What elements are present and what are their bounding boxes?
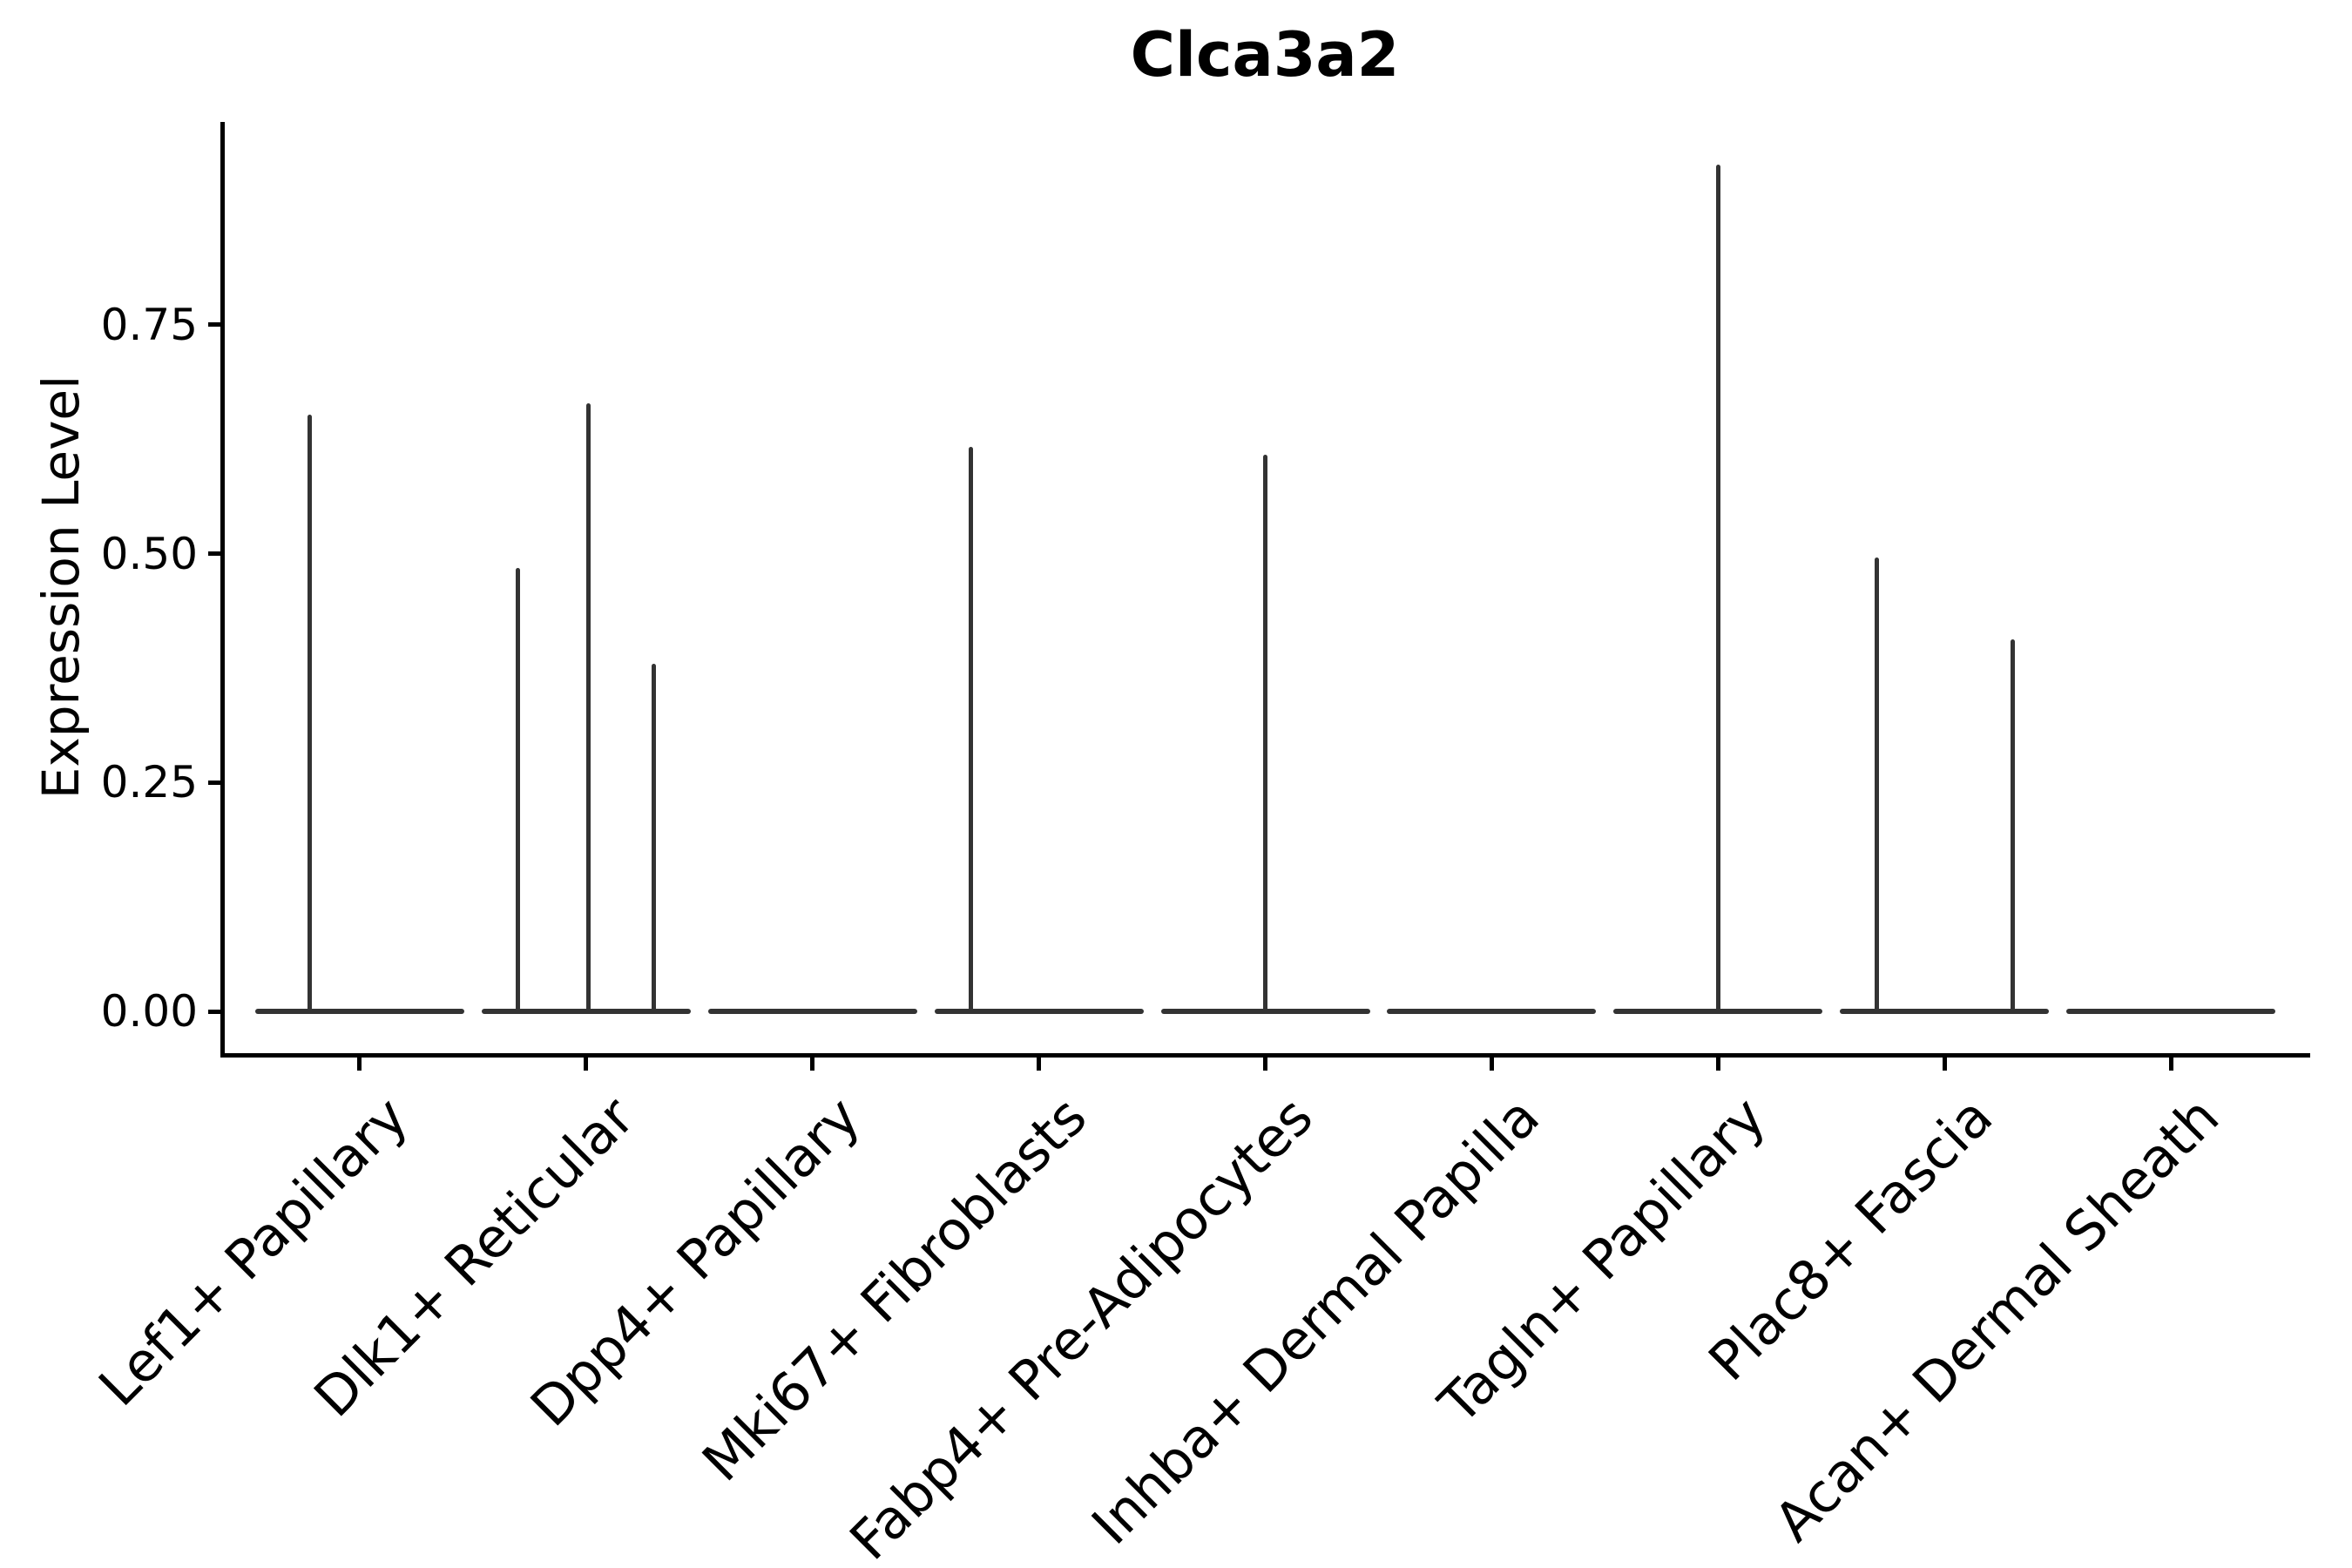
violin-spike — [969, 446, 974, 1014]
x-tick-label: Inhba+ Dermal Papilla — [1079, 1085, 1552, 1557]
x-tick-mark — [584, 1058, 589, 1071]
x-tick-mark — [1489, 1058, 1494, 1071]
violin-spike — [585, 403, 591, 1014]
x-tick-label: Mki67+ Fibroblasts — [690, 1085, 1099, 1494]
violin-spike — [516, 568, 521, 1014]
violin-spike — [1715, 165, 1720, 1014]
violin-spike — [1874, 557, 1879, 1014]
violin-baseline — [1840, 1009, 2050, 1014]
y-tick-mark — [208, 551, 220, 557]
y-axis-spine — [220, 122, 225, 1058]
x-tick-mark — [810, 1058, 815, 1071]
chart-title: Clca3a2 — [1130, 19, 1400, 91]
violin-baseline — [934, 1009, 1144, 1014]
x-tick-mark — [2168, 1058, 2173, 1071]
y-tick-mark — [208, 780, 220, 785]
x-tick-mark — [1942, 1058, 1947, 1071]
y-tick-label: 0.25 — [100, 757, 198, 808]
violin-baseline — [254, 1009, 464, 1014]
violin-baseline — [707, 1009, 917, 1014]
x-tick-mark — [357, 1058, 362, 1071]
y-tick-label: 0.00 — [100, 986, 198, 1037]
y-tick-label: 0.50 — [100, 528, 198, 579]
y-tick-mark — [208, 322, 220, 328]
y-tick-label: 0.75 — [100, 299, 198, 350]
y-tick-mark — [208, 1009, 220, 1014]
violin-baseline — [1387, 1009, 1597, 1014]
x-tick-label: Fabp4+ Pre-Adipocytes — [837, 1085, 1326, 1568]
violin-spike — [652, 663, 657, 1014]
x-tick-label: Acan+ Dermal Sheath — [1761, 1085, 2231, 1554]
violin-baseline — [481, 1009, 691, 1014]
violin-baseline — [2066, 1009, 2276, 1014]
x-tick-mark — [1037, 1058, 1042, 1071]
x-tick-mark — [1715, 1058, 1720, 1071]
violin-spike — [308, 414, 313, 1014]
x-axis-spine — [220, 1053, 2310, 1058]
violin-spike — [1263, 455, 1267, 1014]
violin-spike — [2010, 639, 2015, 1014]
x-tick-mark — [1263, 1058, 1267, 1071]
y-axis-label: Expression Level — [31, 375, 91, 800]
